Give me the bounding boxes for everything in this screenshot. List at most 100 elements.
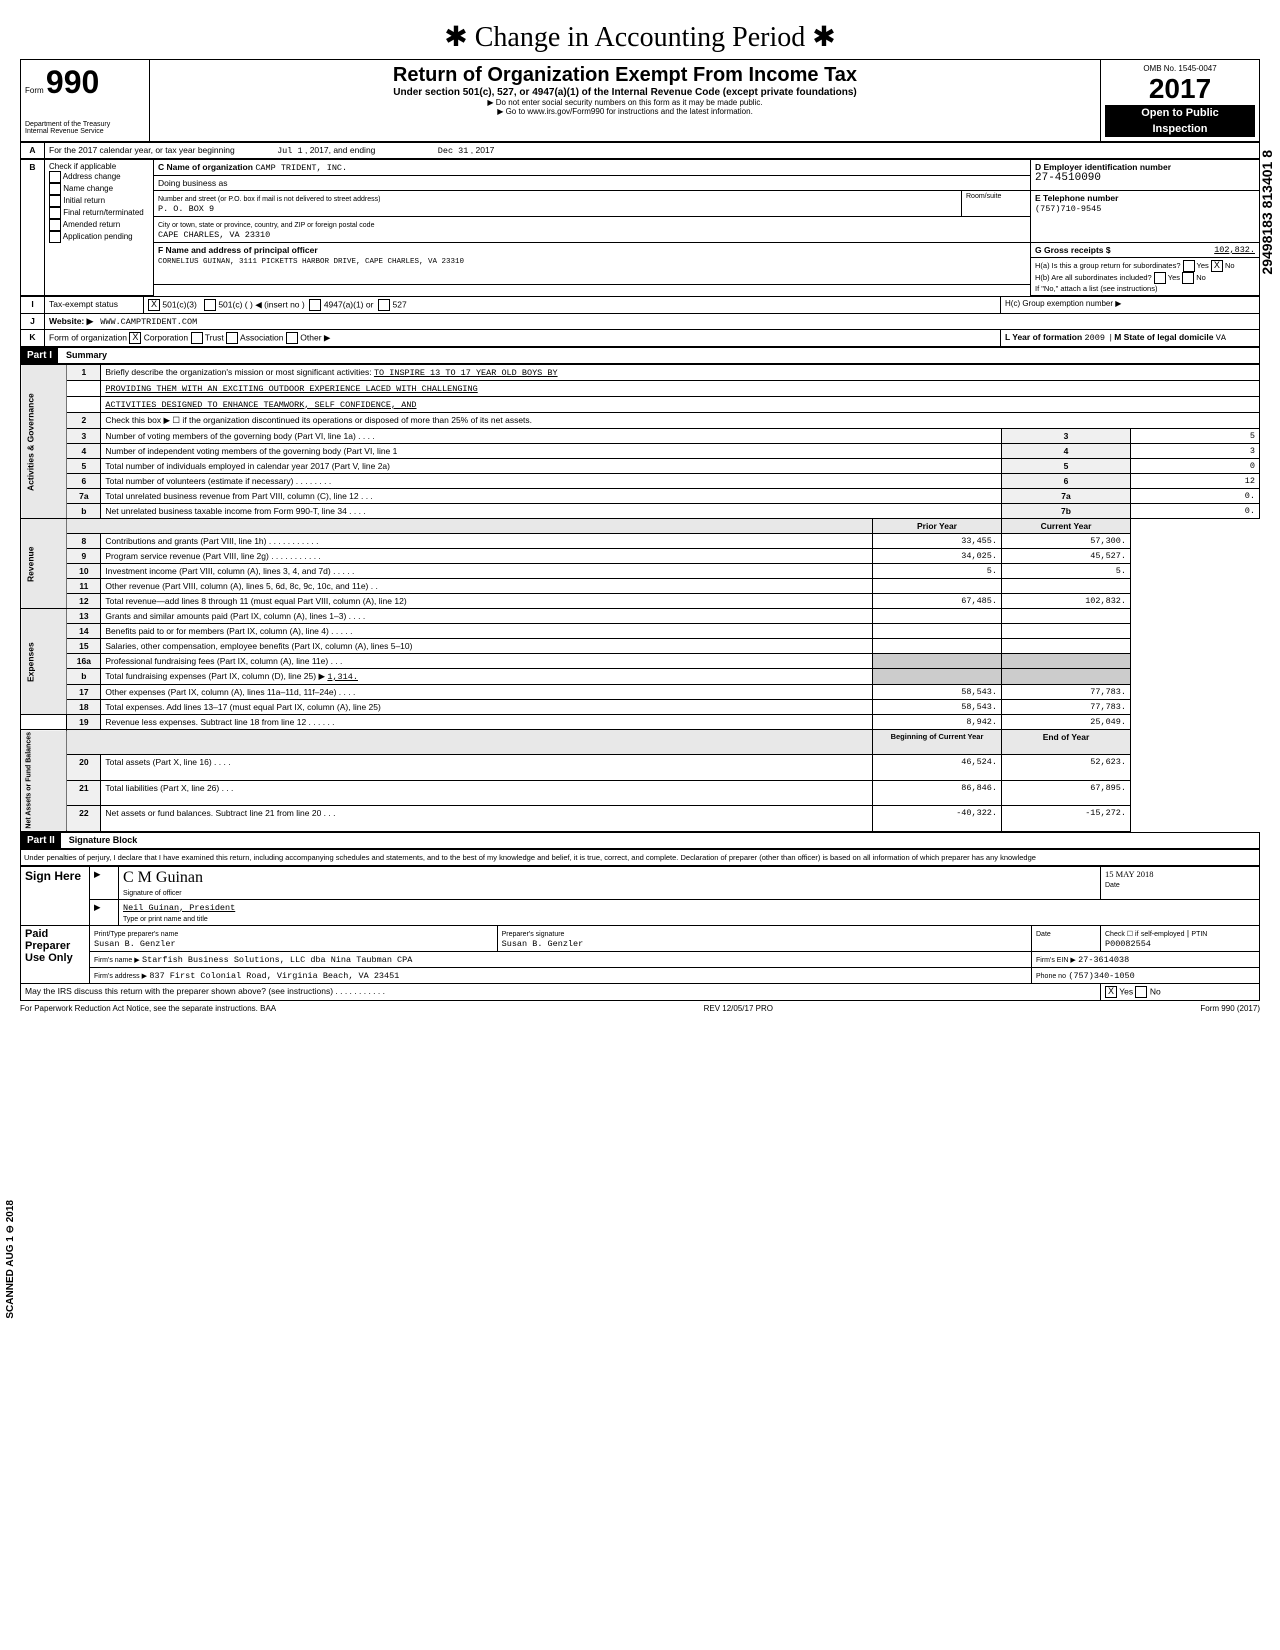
firm-addr: 837 First Colonial Road, Virginia Beach,… xyxy=(149,971,399,981)
signature-table: Sign Here ▶ C M Guinan Signature of offi… xyxy=(20,866,1260,1001)
ha-no: No xyxy=(1225,261,1235,270)
address-label: Number and street (or P.O. box if mail i… xyxy=(158,196,380,203)
rev-date: REV 12/05/17 PRO xyxy=(704,1004,773,1013)
line20-prior: 46,524. xyxy=(873,755,1002,780)
app-pending-checkbox[interactable] xyxy=(49,231,61,243)
ein-cell: D Employer identification number 27-4510… xyxy=(1031,160,1260,191)
line5-num: 5 xyxy=(67,459,101,474)
check-if-label: Check ☐ if xyxy=(1105,931,1139,938)
line9-curr: 45,527. xyxy=(1002,549,1131,564)
part2-header-row: Part II Signature Block xyxy=(20,832,1260,849)
line10-curr: 5. xyxy=(1002,564,1131,579)
4947-checkbox[interactable] xyxy=(309,299,321,311)
phone-label: E Telephone number xyxy=(1035,193,1118,203)
sig-label: Signature of officer xyxy=(123,890,182,897)
note1: ▶ Do not enter social security numbers o… xyxy=(154,98,1096,107)
amended-checkbox[interactable] xyxy=(49,219,61,231)
line7b-box: 7b xyxy=(1002,504,1131,519)
form-footer: Form 990 (2017) xyxy=(1200,1004,1260,1013)
line3-label: Number of voting members of the governin… xyxy=(101,429,1002,444)
part2-label: Part II xyxy=(21,833,61,848)
initial-return-label: Initial return xyxy=(63,196,105,205)
line16a-prior xyxy=(873,654,1002,669)
line11-prior xyxy=(873,579,1002,594)
line11-num: 11 xyxy=(67,579,101,594)
preparer-sig-cell: Preparer's signature Susan B. Genzler xyxy=(497,925,1031,951)
line1-text3: ACTIVITIES DESIGNED TO ENHANCE TEAMWORK,… xyxy=(105,400,416,410)
hb-yes: Yes xyxy=(1168,273,1180,282)
website-url: WWW.CAMPTRIDENT.COM xyxy=(100,317,197,327)
line10-label: Investment income (Part VIII, column (A)… xyxy=(101,564,873,579)
officer-sig-cell: C M Guinan Signature of officer xyxy=(119,866,1101,899)
line16a-num: 16a xyxy=(67,654,101,669)
date-label: Date xyxy=(1105,882,1120,889)
form-number: 990 xyxy=(46,64,99,100)
may-irs-yes-checkbox[interactable]: X xyxy=(1105,986,1117,998)
line15-curr xyxy=(1002,639,1131,654)
527-checkbox[interactable] xyxy=(378,299,390,311)
final-return-label: Final return/terminated xyxy=(63,208,143,217)
website-label: Website: ▶ xyxy=(49,316,93,326)
assoc-checkbox[interactable] xyxy=(226,332,238,344)
dba-cell: Doing business as xyxy=(154,176,1031,191)
line19-prior: 8,942. xyxy=(873,715,1002,730)
prior-year-header: Prior Year xyxy=(873,519,1002,534)
net-assets-label: Net Assets or Fund Balances xyxy=(21,730,67,832)
prep-name: Susan B. Genzler xyxy=(94,939,176,949)
form-org-cell: Form of organization X Corporation Trust… xyxy=(45,330,1001,347)
side-number-stamp: 29498183 813401 8 xyxy=(1259,150,1275,275)
firm-ein: 27-3614038 xyxy=(1078,955,1129,965)
line8-num: 8 xyxy=(67,534,101,549)
ha-yes-checkbox[interactable] xyxy=(1183,260,1195,272)
line1-text1: TO INSPIRE 13 TO 17 YEAR OLD BOYS BY xyxy=(374,368,558,378)
year-formation: 2009 xyxy=(1085,333,1105,343)
part1-header-row: Part I Summary xyxy=(20,347,1260,364)
may-irs-no-checkbox[interactable] xyxy=(1135,986,1147,998)
firm-name-label: Firm's name ▶ xyxy=(94,957,140,964)
address-change-checkbox[interactable] xyxy=(49,171,61,183)
form-header: Form 990 Department of the Treasury Inte… xyxy=(20,59,1260,142)
begin-year-header: Beginning of Current Year xyxy=(873,730,1002,755)
state-domicile: VA xyxy=(1216,333,1226,343)
line2-num: 2 xyxy=(67,413,101,429)
501c-checkbox[interactable] xyxy=(204,299,216,311)
trust-checkbox[interactable] xyxy=(191,332,203,344)
hb-note: If "No," attach a list (see instructions… xyxy=(1035,284,1157,293)
assoc-label: Association xyxy=(240,332,283,342)
line10-prior: 5. xyxy=(873,564,1002,579)
line17-label: Other expenses (Part IX, column (A), lin… xyxy=(101,685,873,700)
name-change-checkbox[interactable] xyxy=(49,183,61,195)
line16b-curr xyxy=(1002,669,1131,685)
ha-label: H(a) Is this a group return for subordin… xyxy=(1035,261,1181,270)
other-checkbox[interactable] xyxy=(286,332,298,344)
final-return-checkbox[interactable] xyxy=(49,207,61,219)
ptin-label: PTIN xyxy=(1191,931,1207,938)
line8-label: Contributions and grants (Part VIII, lin… xyxy=(101,534,873,549)
firm-name: Starfish Business Solutions, LLC dba Nin… xyxy=(142,955,412,965)
line21-label: Total liabilities (Part X, line 26) . . … xyxy=(101,780,873,805)
year-box: OMB No. 1545-0047 2017 Open to Public In… xyxy=(1101,60,1259,141)
note2: ▶ Go to www.irs.gov/Form990 for instruct… xyxy=(154,107,1096,116)
line16b-prior xyxy=(873,669,1002,685)
firm-phone-label: Phone no xyxy=(1036,973,1066,980)
opt-501c3: 501(c)(3) xyxy=(162,299,196,309)
line3-box: 3 xyxy=(1002,429,1131,444)
hb-yes-checkbox[interactable] xyxy=(1154,272,1166,284)
line6-label: Total number of volunteers (estimate if … xyxy=(101,474,1002,489)
opt-4947: 4947(a)(1) or xyxy=(324,299,374,309)
initial-return-checkbox[interactable] xyxy=(49,195,61,207)
firm-addr-label: Firm's address ▶ xyxy=(94,973,147,980)
hb-no-checkbox[interactable] xyxy=(1182,272,1194,284)
ha-no-checkbox[interactable]: X xyxy=(1211,260,1223,272)
subtitle: Under section 501(c), 527, or 4947(a)(1)… xyxy=(154,87,1096,98)
line5-val: 0 xyxy=(1131,459,1260,474)
501c3-checkbox[interactable]: X xyxy=(148,299,160,311)
line19-label: Revenue less expenses. Subtract line 18 … xyxy=(101,715,873,730)
corp-checkbox[interactable]: X xyxy=(129,332,141,344)
ha-yes: Yes xyxy=(1197,261,1209,270)
line-b-letter: B xyxy=(21,160,45,296)
line1-num: 1 xyxy=(67,365,101,381)
line22-num: 22 xyxy=(67,806,101,831)
open-public: Open to Public xyxy=(1105,105,1255,121)
line12-num: 12 xyxy=(67,594,101,609)
